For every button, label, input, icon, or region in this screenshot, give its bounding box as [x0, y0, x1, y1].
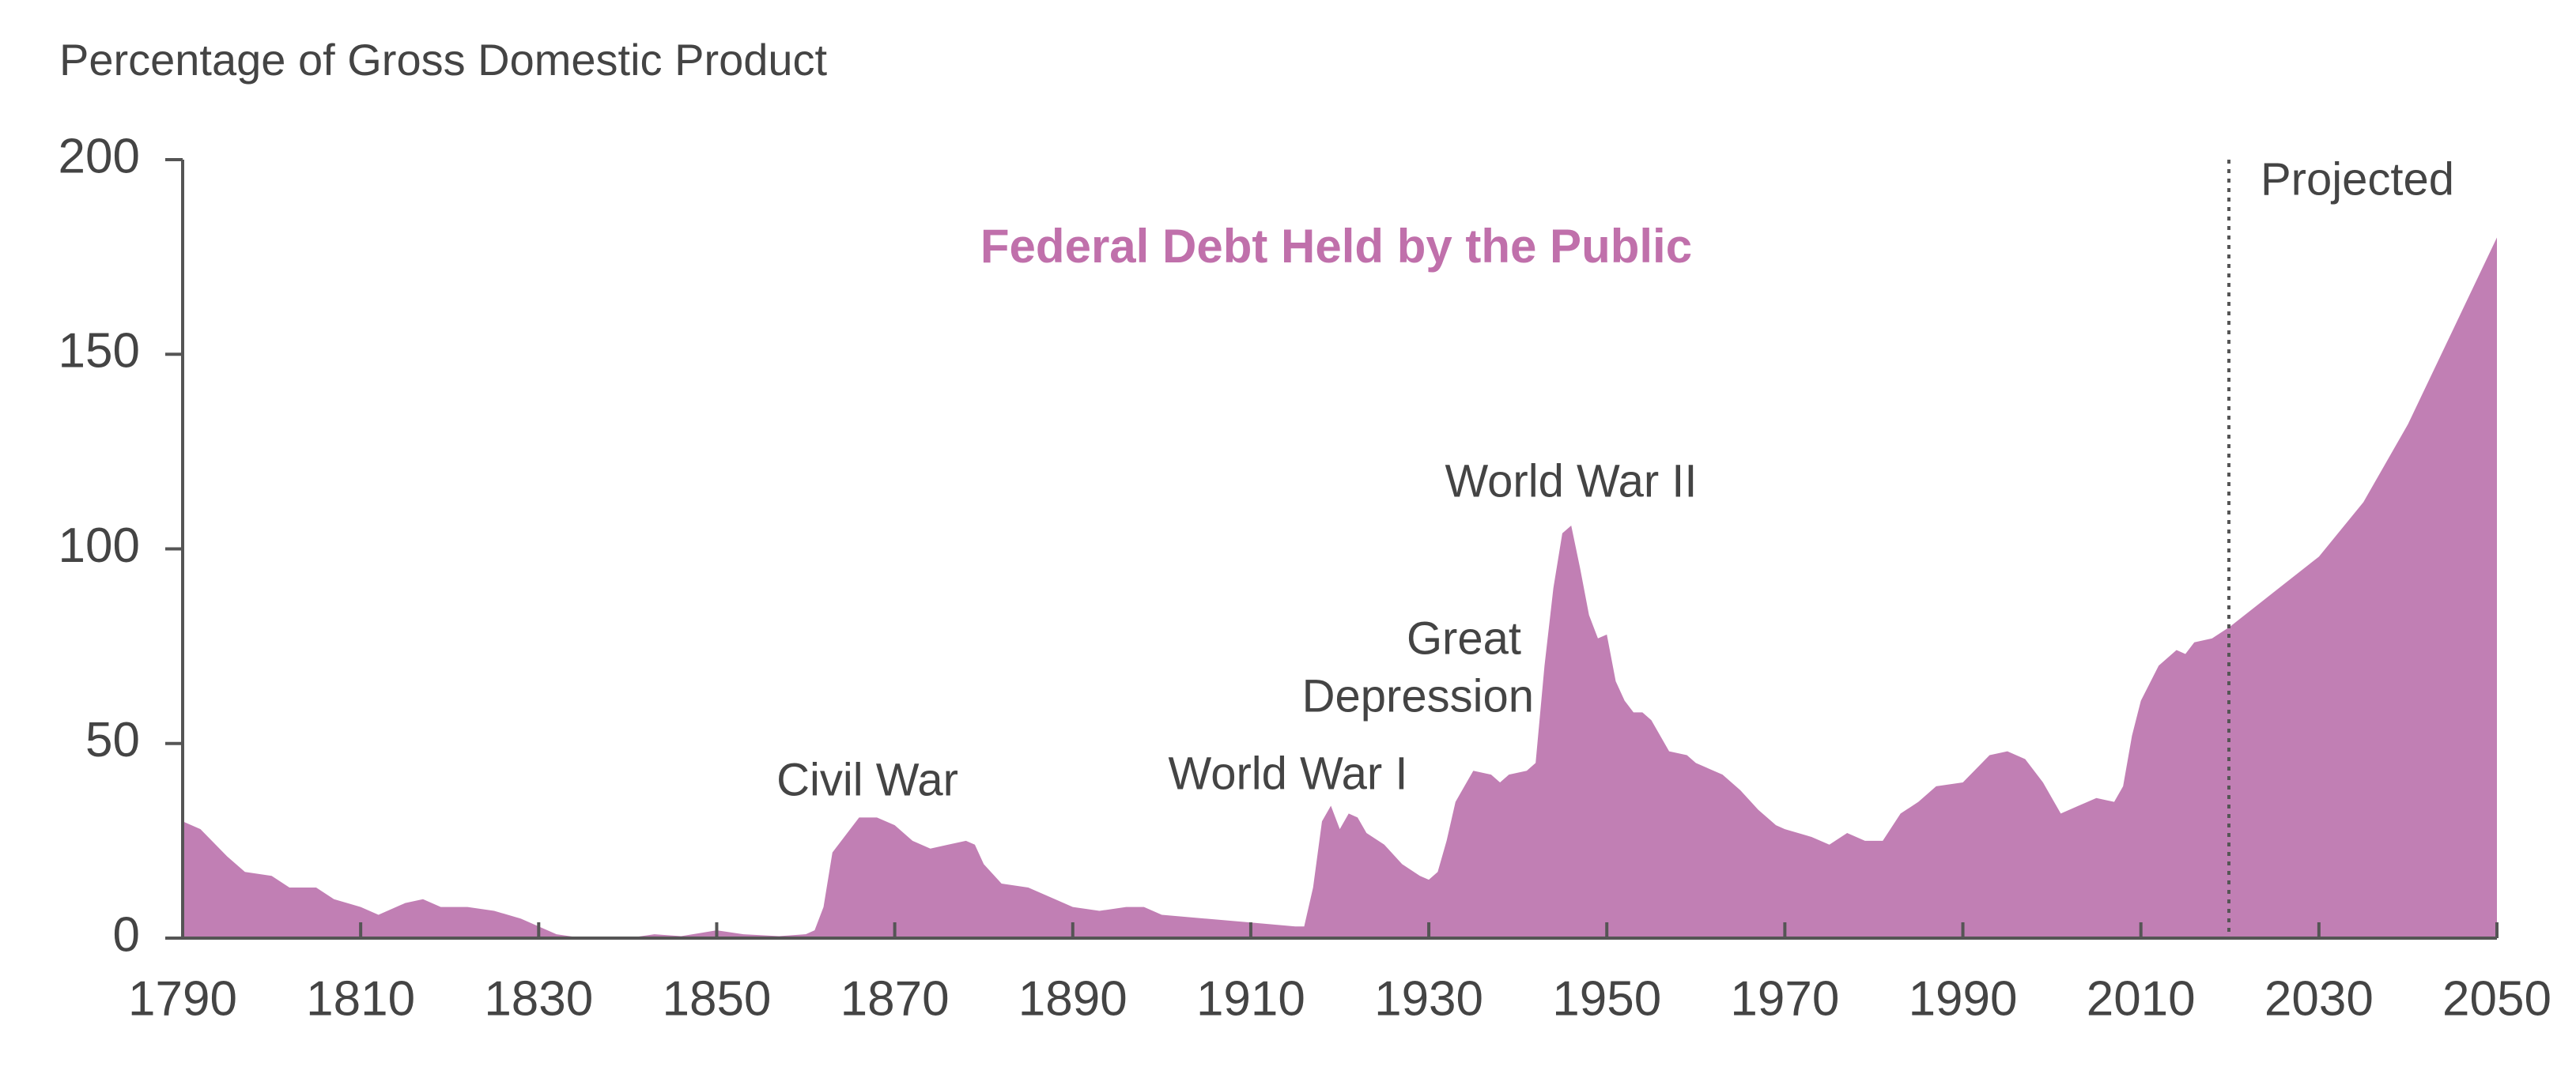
y-tick-label: 0 [113, 907, 140, 962]
x-tick-label: 1830 [484, 971, 593, 1026]
x-tick-label: 2010 [2087, 971, 2196, 1026]
y-tick-label: 200 [59, 129, 140, 183]
x-tick-label: 1990 [1909, 971, 2018, 1026]
x-tick-label: 1870 [840, 971, 950, 1026]
y-tick-label: 150 [59, 324, 140, 379]
chart-title: Percentage of Gross Domestic Product [59, 35, 828, 85]
series-label: Federal Debt Held by the Public [980, 220, 1692, 273]
annotation: Depression [1302, 670, 1534, 722]
x-tick-label: 1970 [1730, 971, 1839, 1026]
annotation: Great [1407, 612, 1521, 664]
x-tick-label: 1790 [128, 971, 237, 1026]
y-tick-label: 50 [85, 713, 140, 767]
x-tick-label: 1850 [662, 971, 771, 1026]
x-tick-label: 1910 [1196, 971, 1305, 1026]
x-tick-label: 2030 [2264, 971, 2374, 1026]
x-tick-label: 1890 [1018, 971, 1127, 1026]
x-tick-label: 2050 [2442, 971, 2551, 1026]
annotation: World War II [1445, 455, 1697, 507]
annotation: Projected [2261, 153, 2454, 205]
annotation: Civil War [776, 754, 958, 805]
x-tick-label: 1950 [1552, 971, 1661, 1026]
y-tick-label: 100 [59, 518, 140, 573]
x-tick-label: 1810 [306, 971, 415, 1026]
x-tick-label: 1930 [1374, 971, 1483, 1026]
area [183, 237, 2497, 938]
annotation: World War I [1169, 748, 1408, 799]
